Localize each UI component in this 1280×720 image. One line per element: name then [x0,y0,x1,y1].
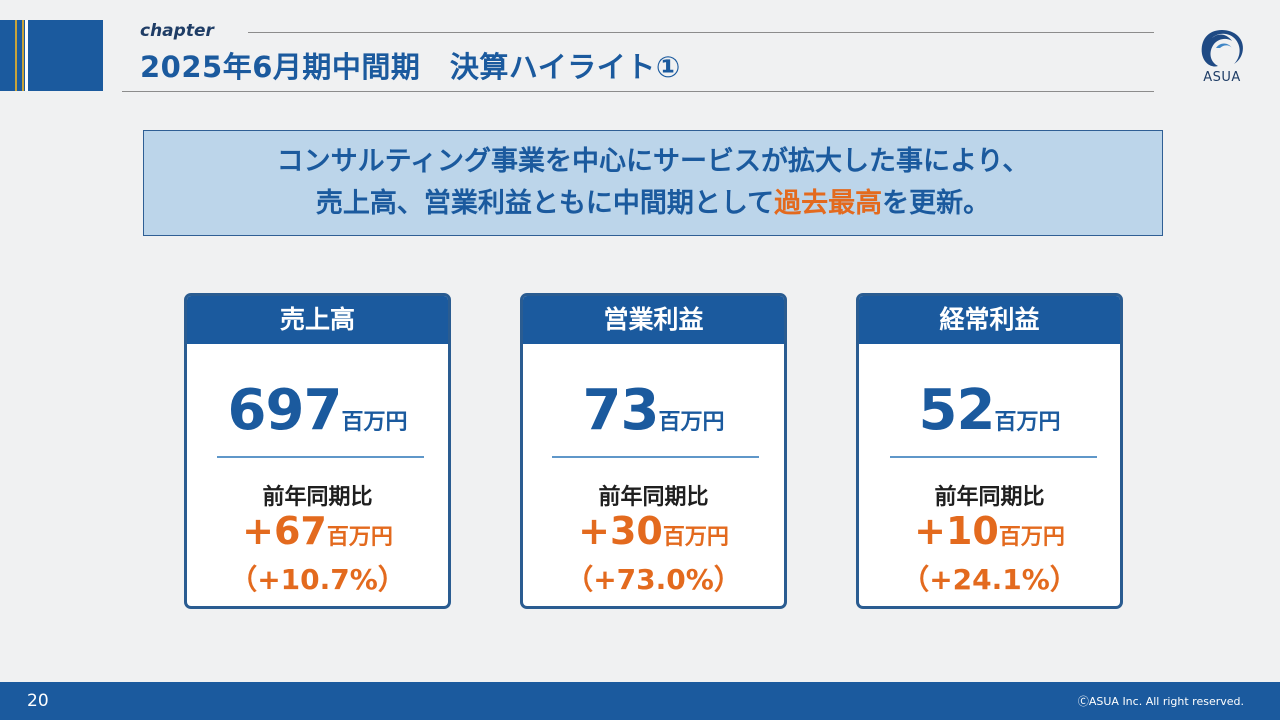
yoy-unit: 百万円 [998,525,1065,550]
card-title: 経常利益 [859,296,1120,344]
yoy-unit: 百万円 [326,525,393,550]
summary-highlight: 過去最高 [774,188,883,219]
summary-line-2: 売上高、営業利益ともに中間期として過去最高を更新。 [144,183,1162,225]
metric-unit: 百万円 [658,410,725,435]
asua-logo-icon [1201,30,1243,67]
yoy-change: +67百万円 [187,509,448,553]
yoy-percent: （+73.0%） [565,563,742,596]
metric-unit: 百万円 [994,410,1061,435]
copyright-text: ⒸASUA Inc. All right reserved. [1077,695,1244,708]
header-accent-stripe [15,20,17,91]
metric-number: 73 [582,378,660,443]
chapter-label: chapter [140,21,214,41]
yoy-label: 前年同期比 [934,485,1045,510]
logo-text: ASUA [1203,70,1241,85]
yoy-number: +30 [578,509,663,553]
card-title: 売上高 [187,296,448,344]
summary-line-2-text: 売上高、営業利益ともに中間期として [315,188,775,219]
yoy-number: +10 [914,509,999,553]
metric-card-sales: 売上高 697百万円 前年同期比 +67百万円 （+10.7%） [184,293,451,609]
page-number: 20 [27,691,49,711]
card-divider [552,456,759,458]
card-divider [217,456,424,458]
chapter-divider [248,32,1154,33]
metric-number: 52 [918,378,996,443]
card-title: 営業利益 [523,296,784,344]
title-divider [122,91,1154,92]
metric-number: 697 [227,378,343,443]
yoy-percent: （+24.1%） [901,563,1078,596]
yoy-number: +67 [242,509,327,553]
summary-box: コンサルティング事業を中心にサービスが拡大した事により、 売上高、営業利益ともに… [143,130,1163,236]
metric-card-operating-profit: 営業利益 73百万円 前年同期比 +30百万円 （+73.0%） [520,293,787,609]
summary-line-2-end: を更新。 [882,188,991,219]
yoy-label: 前年同期比 [262,485,373,510]
yoy-unit: 百万円 [662,525,729,550]
metric-card-ordinary-profit: 経常利益 52百万円 前年同期比 +10百万円 （+24.1%） [856,293,1123,609]
metric-value: 73百万円 [523,378,784,443]
yoy-change: +10百万円 [859,509,1120,553]
footer-bar [0,682,1280,720]
metric-value: 697百万円 [187,378,448,443]
page-title: 2025年6月期中間期 決算ハイライト① [140,50,681,84]
header-accent-block [0,20,103,91]
yoy-label: 前年同期比 [598,485,709,510]
yoy-percent: （+10.7%） [229,563,406,596]
metric-unit: 百万円 [341,410,408,435]
header-accent-gap [25,20,28,91]
metric-value: 52百万円 [859,378,1120,443]
card-divider [890,456,1097,458]
summary-line-1: コンサルティング事業を中心にサービスが拡大した事により、 [276,146,1030,177]
header-accent-stripe [22,20,24,91]
yoy-change: +30百万円 [523,509,784,553]
